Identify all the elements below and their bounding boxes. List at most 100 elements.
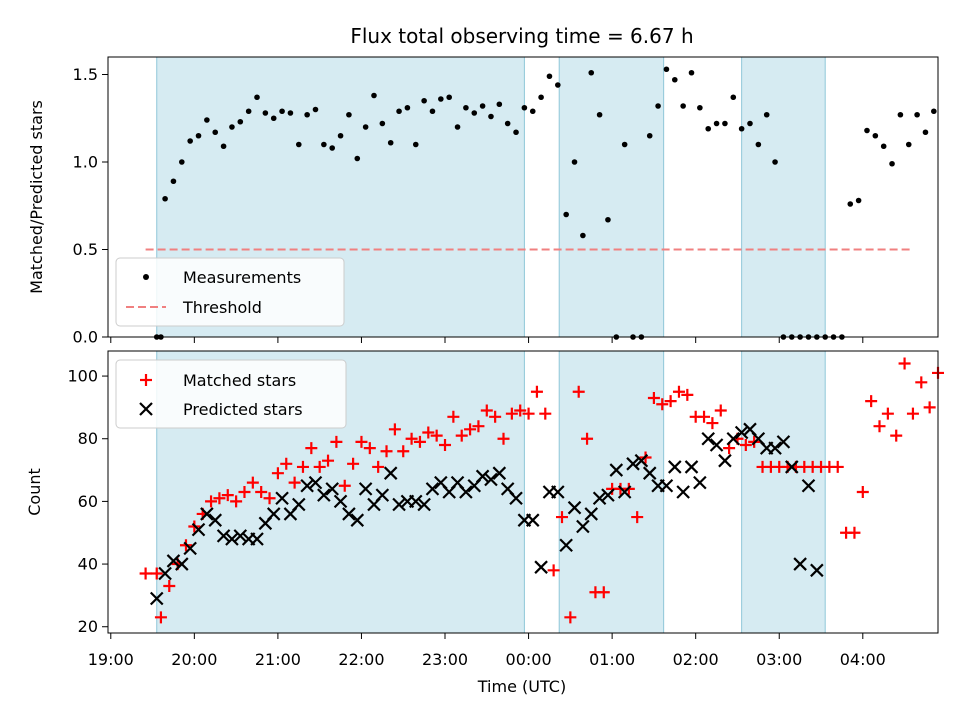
top-series-0-point-92: [914, 111, 920, 118]
bottom-series-0-point-2: [154, 611, 167, 624]
bottom-series-1-point-56: [617, 485, 632, 499]
bottom-series-0-point-86: [856, 486, 869, 498]
top-series-0-point-45: [521, 104, 528, 111]
bottom-panel-marks: [139, 357, 944, 624]
top-series-0-point-6: [195, 132, 202, 139]
bottom-series-1-point-4: [183, 541, 197, 556]
top-series-0-point-27: [371, 92, 377, 99]
top-series-0-point-51: [571, 159, 578, 165]
top-series-0-point-28: [379, 120, 386, 127]
top-series-0-point-54: [596, 111, 603, 118]
top-series-0-point-26: [362, 124, 369, 130]
top-shaded-interval-2: [741, 56, 826, 338]
bottom-series-1-point-2: [166, 554, 181, 568]
bottom-panel-ylabel: Count: [25, 468, 44, 516]
bottom-series-0-point-15: [263, 492, 276, 505]
top-series-0-point-38: [463, 104, 469, 111]
bottom-series-1-point-67: [709, 438, 724, 452]
bottom-series-1-point-48: [551, 485, 565, 499]
bottom-series-1-point-20: [317, 488, 331, 502]
top-series-0-point-31: [404, 104, 411, 111]
bottom-series-1-point-24: [350, 513, 365, 527]
top-series-0-point-61: [655, 103, 661, 109]
xtick-label-4: 23:00: [422, 650, 468, 669]
bottom-series-1-point-5: [191, 522, 206, 537]
top-series-0-point-35: [438, 96, 444, 102]
bottom-series-0-point-59: [631, 511, 644, 524]
bottom-series-1-point-17: [292, 497, 306, 512]
bottom-series-0-point-83: [831, 460, 844, 473]
top-series-0-point-29: [387, 139, 394, 146]
bottom-series-0-point-32: [405, 432, 418, 445]
top-series-0-point-70: [730, 94, 737, 101]
bottom-series-0-point-19: [296, 460, 309, 473]
bottom-series-0-point-28: [372, 460, 385, 473]
bottom-legend-box: [115, 359, 347, 429]
top-series-0-point-84: [847, 201, 854, 207]
x-axis-label: Time (UTC): [477, 677, 566, 696]
bottom-series-1-point-15: [275, 491, 289, 506]
bottom-series-1-point-29: [392, 497, 406, 512]
bottom-series-1-point-68: [718, 453, 732, 468]
top-panel-shaded-intervals: [156, 56, 826, 338]
bottom-series-1-point-23: [342, 507, 356, 521]
bottom-series-1-point-0: [149, 591, 164, 606]
top-series-0-point-62: [663, 66, 670, 73]
top-series-0-point-2: [162, 195, 168, 202]
bottom-series-0-point-91: [898, 357, 911, 370]
bottom-series-0-point-42: [489, 410, 502, 423]
bottom-series-0-point-11: [230, 495, 243, 508]
bottom-series-1-point-1: [158, 566, 172, 581]
xtick-label-8: 03:00: [756, 650, 802, 669]
bottom-ytick-label-1: 40: [78, 555, 98, 574]
bottom-series-1-point-59: [642, 466, 657, 480]
xtick-label-1: 20:00: [171, 650, 217, 669]
bottom-series-0-point-17: [280, 457, 293, 470]
bottom-series-0-point-25: [347, 457, 360, 470]
top-series-0-point-9: [220, 143, 227, 150]
top-series-0-point-60: [646, 132, 653, 139]
top-panel-legend: Measurements Threshold: [115, 257, 345, 327]
top-panel: 0.0 0.5 1.0 1.5 Matched/Predicted stars Mea…: [27, 56, 939, 347]
bottom-series-0-point-20: [305, 442, 318, 455]
bottom-series-0-point-68: [706, 417, 719, 430]
top-ytick-label-0: 0.0: [73, 328, 98, 347]
bottom-series-0-point-48: [539, 407, 552, 420]
bottom-series-0-point-24: [338, 479, 351, 492]
bottom-ytick-label-3: 80: [78, 429, 98, 448]
bottom-series-0-point-52: [572, 385, 585, 398]
xtick-label-5: 00:00: [506, 650, 552, 669]
bottom-series-0-point-36: [439, 439, 452, 451]
bottom-series-0-point-51: [564, 611, 577, 624]
bottom-series-1-point-63: [676, 485, 690, 499]
bottom-series-0-point-35: [430, 429, 443, 442]
bottom-series-1-point-64: [684, 460, 699, 474]
top-series-0-point-16: [279, 108, 285, 115]
bottom-panel-legend: Matched stars Predicted stars: [115, 359, 347, 429]
top-panel-frame: [107, 56, 939, 338]
bottom-series-0-point-92: [906, 407, 919, 420]
bottom-series-0-point-26: [355, 435, 368, 448]
top-series-0-point-5: [187, 138, 193, 144]
top-series-0-point-11: [237, 118, 244, 125]
legend-predicted-marker: [139, 402, 153, 416]
bottom-series-0-point-33: [413, 435, 426, 448]
top-series-0-point-87: [872, 132, 879, 139]
top-series-0-point-89: [889, 160, 895, 167]
top-series-0-point-20: [312, 106, 319, 113]
bottom-series-0-point-65: [681, 388, 694, 401]
bottom-series-0-point-67: [698, 410, 711, 423]
bottom-series-0-point-87: [865, 395, 878, 408]
legend-predicted-label: Predicted stars: [183, 400, 303, 419]
top-series-0-point-30: [396, 108, 402, 115]
top-series-0-point-12: [245, 108, 252, 115]
bottom-series-0-point-47: [530, 385, 543, 398]
bottom-series-0-point-8: [205, 495, 218, 508]
bottom-series-1-point-57: [626, 457, 640, 471]
bottom-series-1-point-18: [300, 478, 314, 493]
bottom-series-1-point-66: [701, 431, 715, 446]
top-series-0-point-73: [755, 141, 762, 148]
bottom-series-0-point-94: [923, 401, 936, 414]
bottom-series-0-point-90: [890, 429, 903, 442]
bottom-panel-frame: [107, 350, 939, 634]
